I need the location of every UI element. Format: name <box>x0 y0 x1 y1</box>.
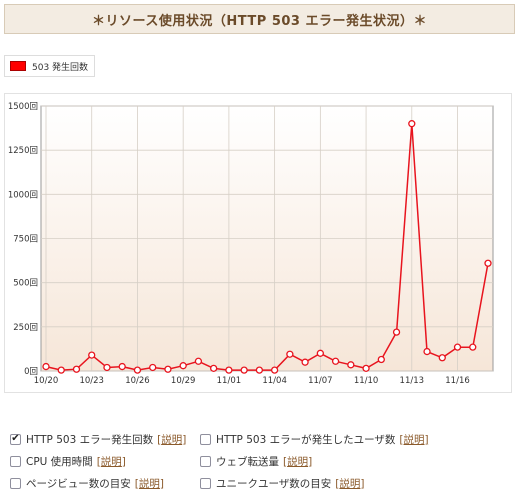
legend-label: 503 発生回数 <box>32 62 89 73</box>
data-point <box>103 363 111 372</box>
help-link-uniqueusers[interactable]: 説明 <box>335 476 364 491</box>
x-tick-label: 10/29 <box>171 376 196 386</box>
data-point <box>438 354 446 362</box>
option-http503-label: HTTP 503 エラー発生回数 <box>26 433 154 446</box>
y-tick-label: 0回 <box>24 367 38 377</box>
x-tick-label: 11/13 <box>400 376 425 386</box>
options-row-1: ✔ HTTP 503 エラー発生回数 説明 HTTP 503 エラーが発生したユ… <box>10 428 510 450</box>
legend-swatch <box>10 61 26 71</box>
data-point <box>164 365 172 373</box>
option-pageviews[interactable]: ページビュー数の目安 説明 <box>10 476 200 491</box>
data-point <box>484 259 492 267</box>
checkbox-http503[interactable]: ✔ <box>10 433 21 445</box>
option-uniqueusers-label: ユニークユーザ数の目安 <box>216 477 332 490</box>
checkbox-cpu[interactable] <box>10 455 21 467</box>
data-point <box>42 362 50 371</box>
data-point <box>331 357 340 365</box>
x-tick-label: 10/26 <box>125 376 150 386</box>
help-link-pageviews[interactable]: 説明 <box>135 476 164 491</box>
option-uniqueusers[interactable]: ユニークユーザ数の目安 説明 <box>200 476 365 491</box>
data-point <box>392 328 401 336</box>
chart-container: 0回 250回 500回 750回 1000回 1250回 1500回 10/20 10/23… <box>4 93 512 393</box>
y-axis: 0回 250回 500回 750回 1000回 1250回 1500回 <box>8 102 38 377</box>
option-transfer-label: ウェブ転送量 <box>216 455 279 468</box>
data-point <box>179 362 187 370</box>
x-tick-label: 11/04 <box>262 376 287 386</box>
data-point <box>362 364 370 373</box>
help-link-http503[interactable]: 説明 <box>157 432 186 447</box>
option-http503[interactable]: ✔ HTTP 503 エラー発生回数 説明 <box>10 432 200 447</box>
data-point <box>270 366 279 374</box>
x-tick-label: 11/07 <box>308 376 333 386</box>
y-tick-label: 500回 <box>13 279 38 289</box>
data-point <box>469 343 477 351</box>
data-points <box>42 120 492 374</box>
data-point <box>149 363 157 372</box>
help-link-cpu[interactable]: 説明 <box>97 454 126 469</box>
y-tick-label: 1250回 <box>8 146 38 156</box>
x-axis: 10/20 10/23 10/26 10/29 11/01 11/04 11/07 11/10… <box>34 376 470 386</box>
option-cpu-label: CPU 使用時間 <box>26 455 93 468</box>
data-point <box>423 347 431 356</box>
data-point <box>225 366 233 374</box>
option-pageviews-label: ページビュー数の目安 <box>26 477 131 490</box>
page-title-text: ＊リソース使用状況（HTTP 503 エラー発生状況）＊ <box>92 13 427 29</box>
data-point <box>118 362 126 371</box>
option-http503users[interactable]: HTTP 503 エラーが発生したユーザ数 説明 <box>200 432 429 447</box>
x-tick-label: 11/10 <box>354 376 379 386</box>
data-point <box>286 350 294 358</box>
data-point <box>453 343 462 351</box>
data-point <box>347 361 355 369</box>
data-point <box>210 364 218 373</box>
options-row-2: CPU 使用時間 説明 ウェブ転送量 説明 <box>10 450 510 472</box>
data-point <box>57 366 65 374</box>
data-point <box>72 365 81 373</box>
y-tick-label: 1000回 <box>8 190 38 200</box>
option-http503users-label: HTTP 503 エラーが発生したユーザ数 <box>216 433 396 446</box>
x-tick-label: 10/23 <box>79 376 104 386</box>
y-tick-label: 750回 <box>13 235 38 245</box>
checkbox-http503users[interactable] <box>200 433 211 445</box>
data-point <box>255 366 264 374</box>
data-point <box>316 349 324 357</box>
option-cpu[interactable]: CPU 使用時間 説明 <box>10 454 200 469</box>
x-tick-label: 11/01 <box>217 376 242 386</box>
checkbox-transfer[interactable] <box>200 455 211 467</box>
chart-legend: 503 発生回数 <box>4 55 96 77</box>
y-tick-label: 1500回 <box>8 102 38 112</box>
x-tick-label: 10/20 <box>34 376 59 386</box>
data-point <box>240 366 248 374</box>
page-title: ＊リソース使用状況（HTTP 503 エラー発生状況）＊ <box>4 4 515 34</box>
data-point <box>408 120 416 128</box>
data-point <box>301 358 309 366</box>
data-point <box>88 351 96 359</box>
x-tick-label: 11/16 <box>445 376 470 386</box>
grid-lines <box>41 105 493 372</box>
metric-options: ✔ HTTP 503 エラー発生回数 説明 HTTP 503 エラーが発生したユ… <box>10 428 510 494</box>
option-transfer[interactable]: ウェブ転送量 説明 <box>200 454 312 469</box>
data-point <box>133 366 142 374</box>
data-point <box>194 357 203 365</box>
checkbox-uniqueusers[interactable] <box>200 477 211 489</box>
help-link-http503users[interactable]: 説明 <box>399 432 428 447</box>
y-tick-label: 250回 <box>13 323 38 333</box>
checkbox-pageviews[interactable] <box>10 477 21 489</box>
data-point <box>377 355 385 364</box>
options-row-3: ページビュー数の目安 説明 ユニークユーザ数の目安 説明 <box>10 472 510 494</box>
line-chart: 0回 250回 500回 750回 1000回 1250回 1500回 10/20 10/23… <box>8 102 494 386</box>
help-link-transfer[interactable]: 説明 <box>283 454 312 469</box>
